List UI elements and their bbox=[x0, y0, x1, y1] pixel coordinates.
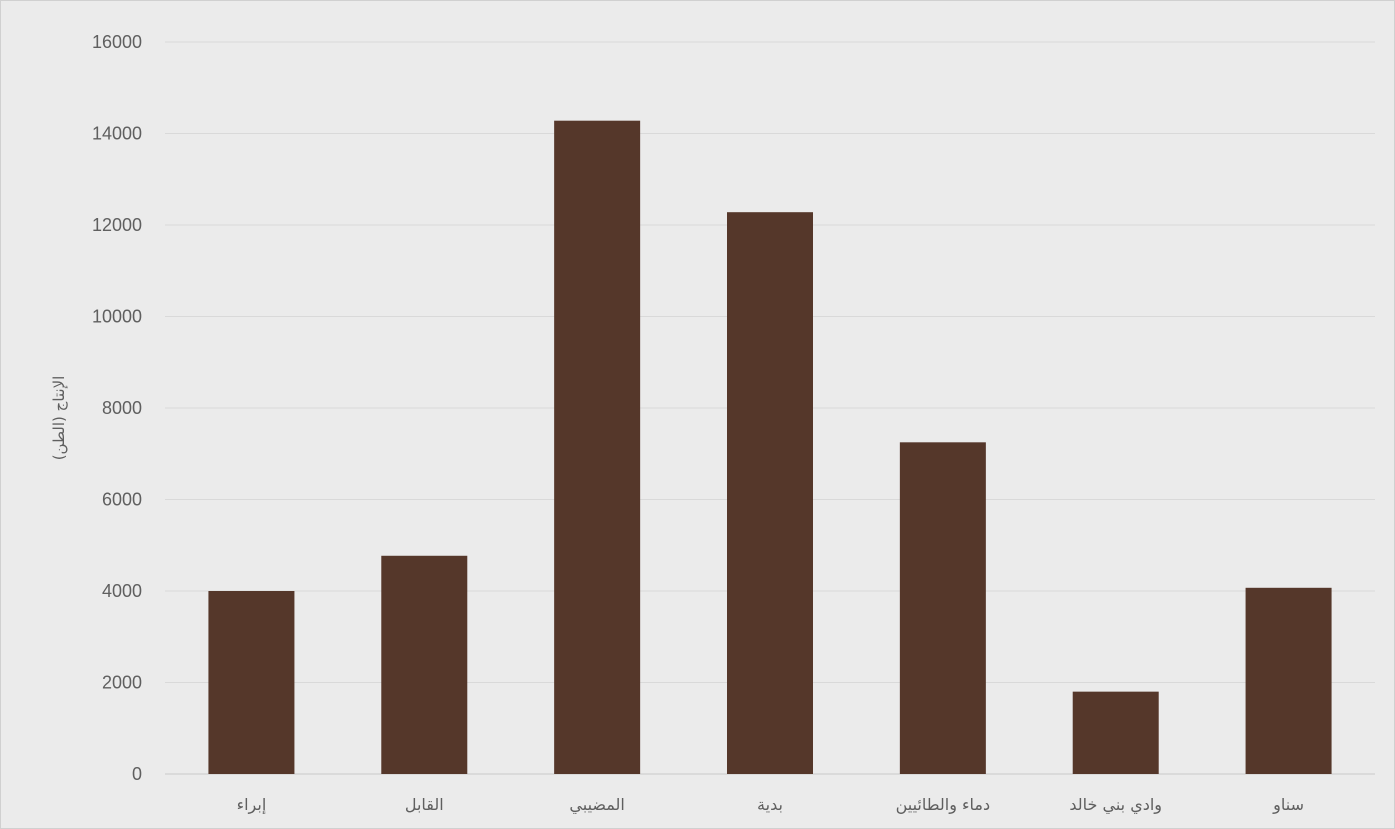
y-tick-label: 0 bbox=[132, 764, 142, 784]
y-tick-label: 10000 bbox=[92, 307, 142, 327]
bar bbox=[1245, 587, 1332, 774]
bar bbox=[208, 591, 295, 774]
x-category-label: القابل bbox=[405, 795, 444, 814]
x-category-label: وادي بني خالد bbox=[1069, 795, 1162, 815]
y-tick-label: 8000 bbox=[102, 398, 142, 418]
y-tick-label: 16000 bbox=[92, 32, 142, 52]
x-category-label: سناو bbox=[1272, 795, 1304, 815]
x-category-label: بدية bbox=[757, 795, 783, 814]
bars bbox=[208, 120, 1332, 774]
bar bbox=[899, 442, 986, 774]
x-category-label: إبراء bbox=[237, 795, 267, 815]
y-tick-label: 4000 bbox=[102, 581, 142, 601]
bar bbox=[381, 555, 468, 774]
y-axis-title: الإنتاج (الطن) bbox=[50, 376, 69, 461]
bar bbox=[1072, 691, 1159, 774]
x-axis-categories: إبراء القابل المضيبي بدية دماء والطائيين وادي… bbox=[237, 795, 1304, 815]
x-category-label: دماء والطائيين bbox=[896, 795, 991, 815]
x-category-label: المضيبي bbox=[569, 795, 624, 815]
bar bbox=[727, 212, 813, 774]
y-tick-label: 12000 bbox=[92, 215, 142, 235]
y-tick-label: 6000 bbox=[102, 490, 142, 510]
y-axis-ticks: 0 2000 4000 6000 8000 10000 12000 14000 16000 bbox=[92, 32, 142, 784]
bar bbox=[554, 120, 641, 774]
y-tick-label: 14000 bbox=[92, 124, 142, 144]
y-tick-label: 2000 bbox=[102, 673, 142, 693]
